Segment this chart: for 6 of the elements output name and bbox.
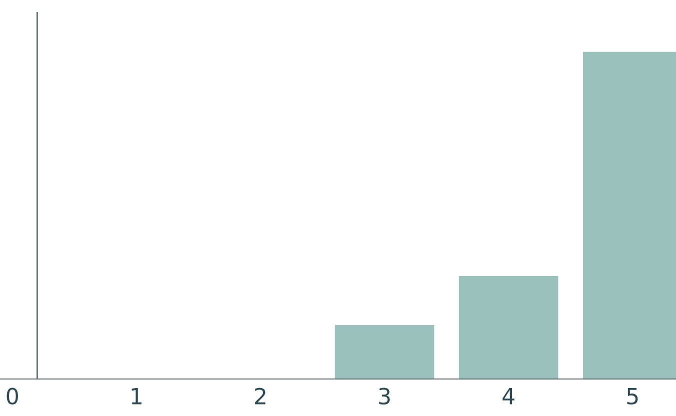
x-tick-label: 5 (627, 388, 638, 405)
x-tick-label: 3 (379, 388, 390, 405)
x-tick-label: 0 (6, 388, 18, 405)
x-tick-label: 4 (502, 388, 514, 404)
x-tick-label: 2 (255, 388, 266, 404)
x-tick-label: 1 (132, 388, 142, 404)
